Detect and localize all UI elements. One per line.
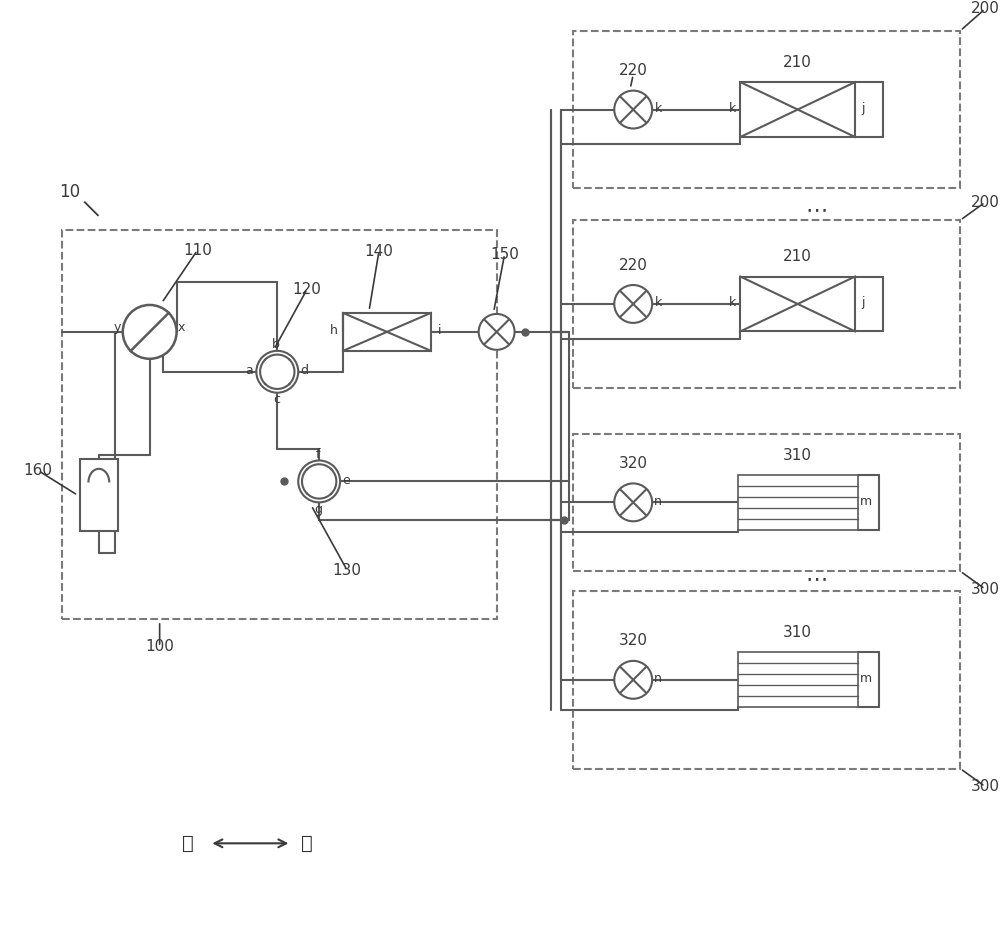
Circle shape xyxy=(298,461,340,502)
Text: e: e xyxy=(342,474,350,487)
Bar xyxy=(62,230,497,619)
Bar xyxy=(80,460,118,531)
Bar xyxy=(573,433,960,571)
Text: ⋯: ⋯ xyxy=(806,200,828,220)
Bar xyxy=(573,220,960,388)
Bar xyxy=(740,277,855,332)
Text: m: m xyxy=(859,495,872,508)
Bar xyxy=(738,652,858,707)
Bar xyxy=(573,592,960,769)
Text: c: c xyxy=(273,393,280,406)
Circle shape xyxy=(256,351,298,392)
Text: 220: 220 xyxy=(619,258,648,273)
Circle shape xyxy=(614,91,652,129)
Text: 300: 300 xyxy=(971,779,1000,794)
Text: 160: 160 xyxy=(24,463,53,478)
Text: a: a xyxy=(246,364,253,377)
Circle shape xyxy=(614,285,652,323)
Text: h: h xyxy=(330,324,338,337)
Text: 320: 320 xyxy=(619,456,648,471)
Text: j: j xyxy=(861,297,865,309)
Text: 210: 210 xyxy=(783,249,812,264)
Text: d: d xyxy=(300,364,308,377)
Text: 150: 150 xyxy=(490,246,519,262)
Bar xyxy=(573,30,960,189)
Text: k: k xyxy=(729,297,736,309)
Text: n: n xyxy=(654,672,662,685)
Text: 200: 200 xyxy=(971,194,1000,210)
Circle shape xyxy=(614,661,652,699)
Text: 120: 120 xyxy=(293,282,322,297)
Text: x: x xyxy=(178,321,185,335)
Text: ⋯: ⋯ xyxy=(806,569,828,589)
Text: k: k xyxy=(655,297,662,309)
Text: 210: 210 xyxy=(783,55,812,70)
Text: 10: 10 xyxy=(59,183,80,201)
Text: y: y xyxy=(114,321,121,335)
Circle shape xyxy=(479,314,515,350)
Text: 左: 左 xyxy=(182,834,193,853)
Bar xyxy=(740,82,855,137)
Text: 310: 310 xyxy=(783,447,812,463)
Text: k: k xyxy=(729,102,736,115)
Text: 310: 310 xyxy=(783,625,812,640)
Text: 140: 140 xyxy=(365,244,393,259)
Text: 300: 300 xyxy=(971,581,1000,596)
Bar xyxy=(343,313,431,351)
Text: 220: 220 xyxy=(619,64,648,78)
Circle shape xyxy=(614,483,652,521)
Text: 110: 110 xyxy=(183,243,212,258)
Text: k: k xyxy=(655,102,662,115)
Text: 100: 100 xyxy=(145,639,174,654)
Text: 130: 130 xyxy=(333,563,362,577)
Text: i: i xyxy=(438,324,442,337)
Bar xyxy=(738,475,858,530)
Circle shape xyxy=(123,305,177,358)
Text: j: j xyxy=(861,102,865,115)
Text: 200: 200 xyxy=(971,1,1000,16)
Text: g: g xyxy=(314,502,322,516)
Text: b: b xyxy=(272,338,280,352)
Text: f: f xyxy=(316,448,320,461)
Text: m: m xyxy=(859,672,872,685)
Text: n: n xyxy=(654,495,662,508)
Text: 320: 320 xyxy=(619,633,648,648)
Text: 右: 右 xyxy=(301,834,313,853)
